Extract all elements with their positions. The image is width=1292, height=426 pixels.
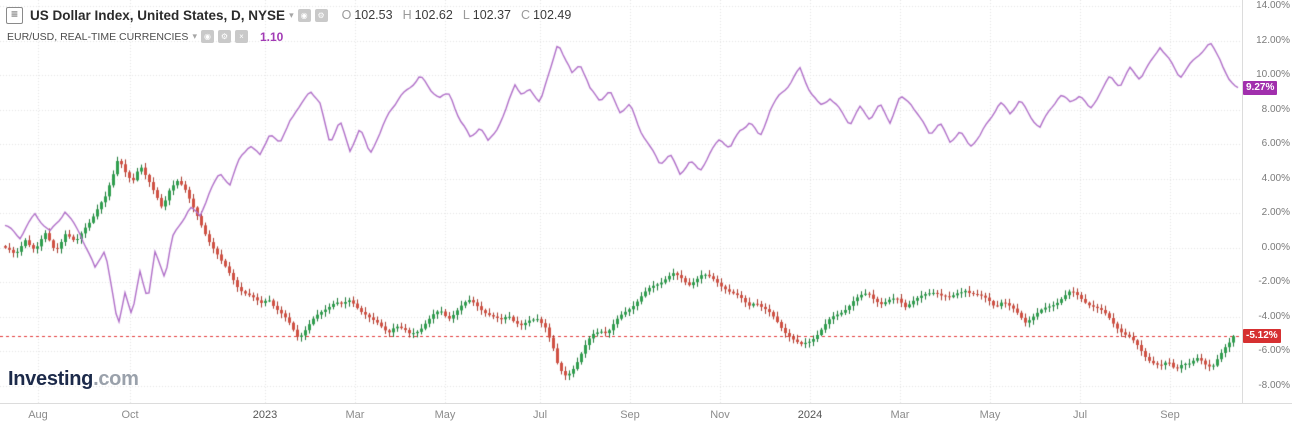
x-axis-label: Nov (710, 409, 730, 421)
symbol-caret-down-icon[interactable]: ▾ (289, 9, 294, 20)
compare-legend-row: EUR/USD, REAL-TIME CURRENCIES ▾ ◉ ⚙ × 1.… (6, 28, 571, 45)
low-value: 102.37 (472, 8, 512, 22)
y-axis-label: 4.00% (1261, 172, 1290, 184)
x-axis-label: 2024 (797, 409, 823, 421)
eurusd-last-value-badge: 9.27% (1243, 80, 1278, 95)
y-axis-label: 14.00% (1256, 0, 1290, 11)
chart-canvas[interactable] (0, 0, 1242, 403)
x-axis-label: Jul (532, 409, 548, 421)
symbol-settings-gear-icon[interactable]: ⚙ (314, 8, 328, 22)
x-axis-label: Oct (121, 409, 139, 421)
open-label: O (341, 8, 352, 22)
y-axis-label: 6.00% (1261, 138, 1290, 150)
high-value: 102.62 (414, 8, 453, 22)
compare-caret-down-icon[interactable]: ▾ (192, 31, 197, 41)
logo-tld-text: .com (93, 368, 139, 390)
y-axis-label: 0.00% (1261, 241, 1290, 253)
instrument-menu-icon[interactable]: ≡ (6, 6, 23, 24)
y-axis[interactable]: 9.27% -5.12% 14.00% 12.00% 10.00% 8.00% 6.00… (1242, 0, 1292, 403)
y-axis-label: -4.00% (1258, 310, 1290, 322)
x-axis-label: Mar (345, 409, 365, 421)
symbol-title[interactable]: US Dollar Index, United States, D, NYSE (30, 7, 286, 23)
y-axis-label: -2.00% (1258, 276, 1290, 288)
open-value: 102.53 (354, 8, 393, 22)
x-axis-label: Jul (1072, 409, 1088, 421)
close-label: C (521, 8, 531, 22)
compare-symbol-title[interactable]: EUR/USD, REAL-TIME CURRENCIES (7, 30, 189, 43)
chart-legend: ≡ US Dollar Index, United States, D, NYS… (6, 5, 571, 45)
x-axis-label: Aug (28, 409, 48, 421)
x-axis-label: May (434, 409, 456, 421)
x-axis[interactable]: Aug Oct 2023 Mar May Jul Sep Nov 2024 Mar May Jul Se… (0, 403, 1292, 426)
usd-index-last-value-badge: -5.12% (1243, 329, 1281, 344)
plot-area[interactable]: ≡ US Dollar Index, United States, D, NYS… (0, 0, 1242, 403)
investing-com-logo: Investing.com (8, 368, 139, 391)
x-axis-label: Sep (620, 409, 640, 421)
x-axis-label: Mar (890, 409, 910, 421)
x-axis-label: 2023 (252, 409, 278, 421)
y-axis-label: 10.00% (1256, 69, 1290, 81)
symbol-visibility-eye-icon[interactable]: ◉ (297, 8, 311, 22)
compare-settings-gear-icon[interactable]: ⚙ (217, 30, 231, 43)
compare-visibility-eye-icon[interactable]: ◉ (200, 30, 214, 43)
low-label: L (462, 8, 470, 22)
compare-last-value: 1.10 (259, 29, 284, 44)
y-axis-label: -8.00% (1258, 379, 1290, 391)
x-axis-label: May (979, 409, 1001, 421)
y-axis-label: 2.00% (1261, 207, 1290, 219)
close-value: 102.49 (533, 8, 572, 22)
y-axis-label: 8.00% (1261, 103, 1290, 115)
compare-close-icon[interactable]: × (234, 30, 248, 43)
y-axis-label: 12.00% (1256, 34, 1290, 46)
y-axis-label: -6.00% (1258, 345, 1290, 357)
symbol-legend-row: ≡ US Dollar Index, United States, D, NYS… (6, 5, 571, 25)
logo-brand-text: Investing (8, 368, 94, 390)
x-axis-label: Sep (1160, 409, 1180, 421)
ohlc-readout: O 102.53 H 102.62 L 102.37 C 102.49 (342, 8, 572, 22)
high-label: H (402, 8, 412, 22)
